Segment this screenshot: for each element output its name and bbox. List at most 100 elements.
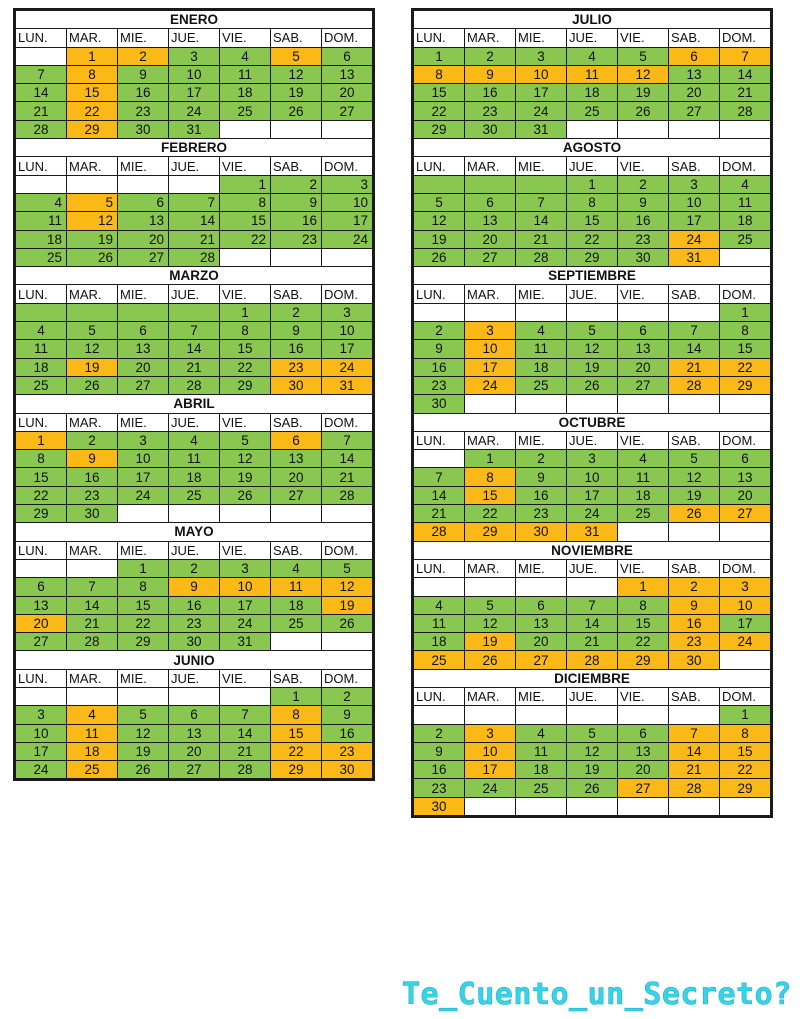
week-row: 18 19 20 21 22 23 24 [413, 632, 771, 652]
day-cell [168, 686, 220, 707]
day-cell: 16 [413, 357, 465, 377]
day-cell [219, 686, 271, 707]
day-cell: 15 [566, 211, 618, 231]
week-row: 25 26 27 28 29 30 [413, 650, 771, 670]
day-cell: 20 [515, 632, 567, 652]
day-cell: 29 [15, 504, 67, 524]
day-cell: 5 [617, 46, 669, 66]
day-cell [413, 705, 465, 725]
day-cell: 6 [464, 192, 516, 213]
weekday-label: VIE. [219, 668, 271, 688]
day-cell: 23 [668, 632, 720, 652]
day-cell: 6 [515, 595, 567, 615]
day-cell: 23 [515, 504, 567, 524]
day-cell: 31 [168, 119, 220, 140]
day-cell: 5 [413, 192, 465, 213]
day-cell [321, 119, 373, 140]
day-cell [117, 302, 169, 323]
day-cell: 8 [719, 321, 771, 341]
day-cell: 25 [66, 760, 118, 780]
day-cell: 31 [515, 119, 567, 140]
weekday-label: SAB. [668, 156, 720, 176]
day-cell: 1 [617, 577, 669, 597]
weekday-label: SAB. [668, 686, 720, 707]
day-cell: 23 [321, 741, 373, 762]
day-cell: 20 [668, 83, 720, 103]
day-cell: 22 [566, 229, 618, 249]
day-cell: 3 [219, 558, 271, 579]
day-cell: 19 [270, 83, 322, 103]
month-title: NOVIEMBRE [413, 540, 771, 560]
weekday-label: DOM. [321, 412, 373, 432]
week-row: 1 [413, 705, 771, 725]
day-cell: 2 [321, 686, 373, 707]
day-cell: 16 [270, 339, 322, 359]
weekday-header-row: LUN. MAR. MIE. JUE. VIE. SAB. DOM. [15, 668, 373, 688]
weekday-header-row: LUN. MAR. MIE. JUE. VIE. SAB. DOM. [413, 28, 771, 48]
day-cell [668, 302, 720, 323]
weekday-label: SAB. [270, 668, 322, 688]
day-cell: 2 [117, 46, 169, 66]
day-cell: 13 [464, 211, 516, 231]
weekday-label: VIE. [617, 28, 669, 48]
weekday-header-row: LUN. MAR. MIE. JUE. VIE. SAB. DOM. [413, 430, 771, 451]
day-cell: 27 [668, 101, 720, 121]
week-row: 11 12 13 14 15 16 17 [15, 211, 373, 231]
day-cell: 18 [515, 357, 567, 377]
day-cell [668, 522, 720, 542]
day-cell: 4 [15, 192, 67, 213]
weekday-label: SAB. [270, 28, 322, 48]
day-cell: 1 [413, 46, 465, 66]
weekday-label: MAR. [464, 156, 516, 176]
day-cell [413, 174, 465, 194]
day-cell: 20 [117, 357, 169, 377]
day-cell: 25 [719, 229, 771, 249]
day-cell: 21 [515, 229, 567, 249]
day-cell: 11 [719, 192, 771, 213]
day-cell: 8 [617, 595, 669, 615]
day-cell: 14 [15, 83, 67, 103]
day-cell: 30 [413, 796, 465, 817]
day-cell: 13 [117, 211, 169, 231]
week-row: 20 21 22 23 24 25 26 [15, 613, 373, 634]
weekday-label: MAR. [464, 686, 516, 707]
day-cell: 2 [413, 321, 465, 341]
week-row: 26 27 28 29 30 31 [413, 247, 771, 268]
month-title: FEBRERO [15, 138, 373, 158]
day-cell: 7 [668, 723, 720, 743]
weekday-label: DOM. [719, 28, 771, 48]
day-cell: 16 [668, 613, 720, 634]
day-cell: 7 [66, 577, 118, 597]
watermark-logo: Te_Cuento_un_Secreto? [402, 977, 792, 1013]
weekday-label: VIE. [617, 430, 669, 451]
day-cell: 18 [719, 211, 771, 231]
day-cell: 5 [66, 321, 118, 341]
day-cell [117, 174, 169, 194]
day-cell: 22 [617, 632, 669, 652]
day-cell: 3 [464, 723, 516, 743]
day-cell: 26 [270, 101, 322, 121]
day-cell: 5 [270, 46, 322, 66]
day-cell: 7 [515, 192, 567, 213]
day-cell: 31 [668, 247, 720, 268]
day-cell: 23 [270, 357, 322, 377]
day-cell: 25 [270, 613, 322, 634]
day-cell: 14 [515, 211, 567, 231]
weekday-label: MAR. [464, 284, 516, 304]
day-cell [168, 504, 220, 524]
week-row: 14 15 16 17 18 19 20 [413, 485, 771, 506]
day-cell: 19 [66, 357, 118, 377]
day-cell: 17 [321, 339, 373, 359]
day-cell: 3 [566, 449, 618, 469]
day-cell: 9 [413, 339, 465, 359]
day-cell: 28 [168, 247, 220, 268]
weekday-label: JUE. [566, 156, 618, 176]
day-cell: 15 [66, 83, 118, 103]
weekday-label: VIE. [617, 156, 669, 176]
day-cell: 21 [168, 229, 220, 249]
day-cell: 10 [464, 339, 516, 359]
weekday-label: LUN. [15, 412, 67, 432]
